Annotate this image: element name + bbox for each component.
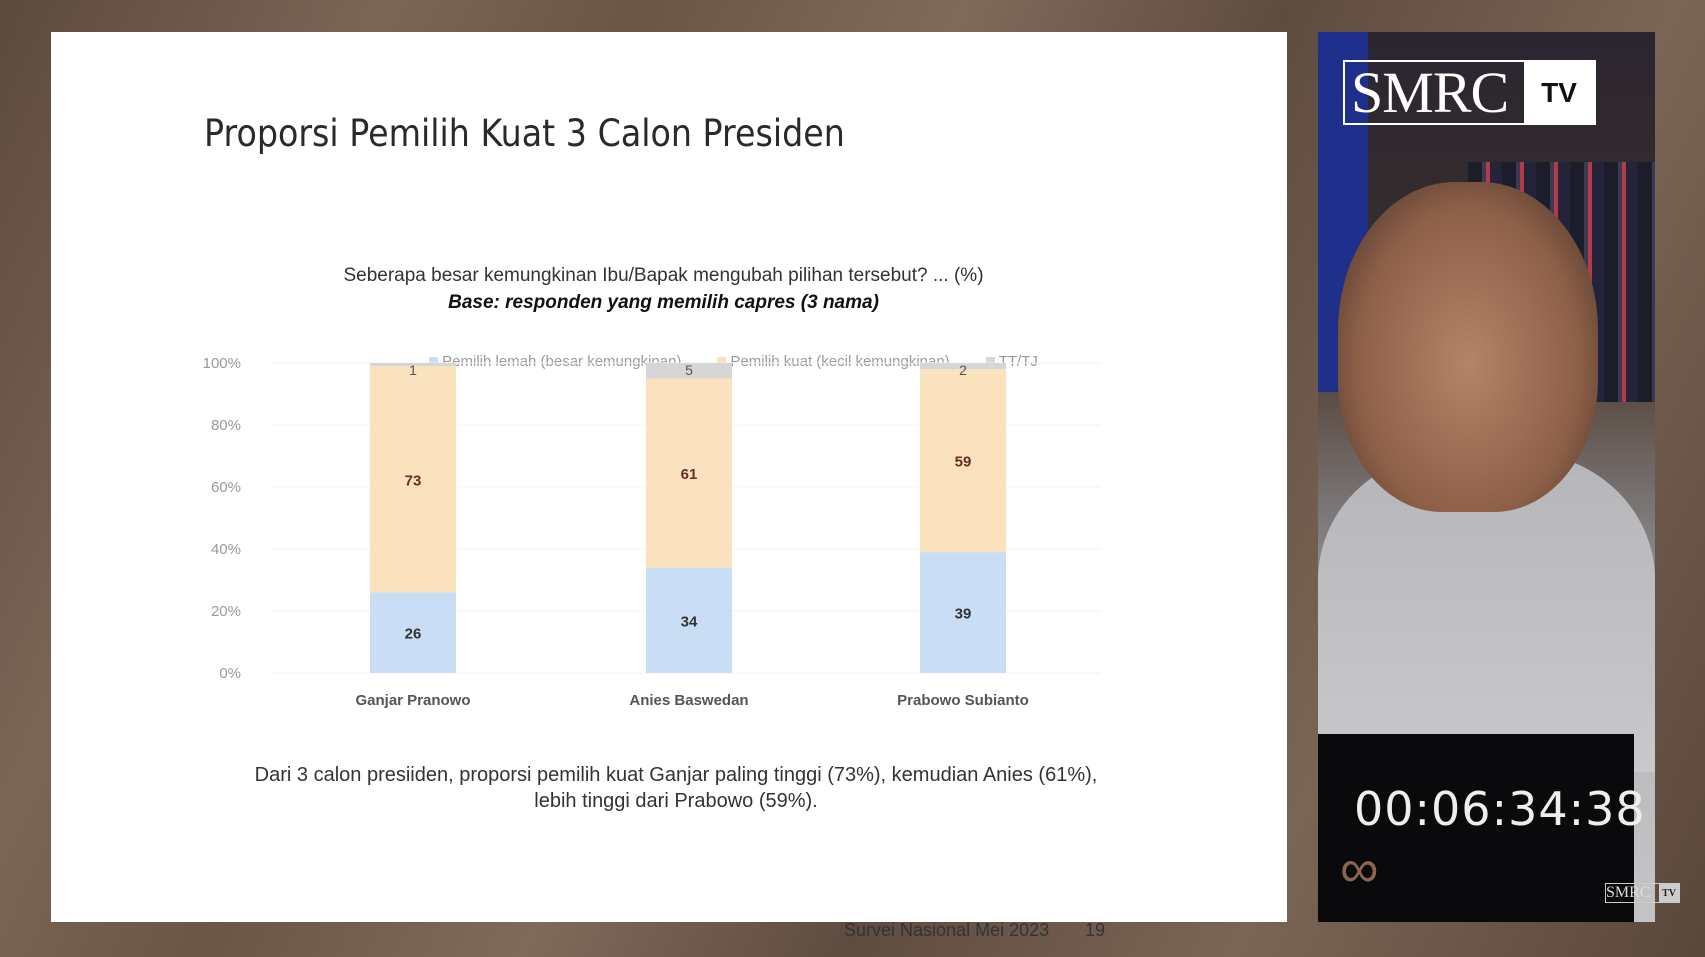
bar-segment	[920, 369, 1006, 553]
timer: 00:06:34:38	[1354, 782, 1646, 836]
bar-segment	[646, 378, 732, 568]
slide-title: Proporsi Pemilih Kuat 3 Calon Presiden	[204, 112, 845, 155]
stacked-bar-chart: 0% 20% 40% 60% 80% 100% 26 73 1 Ganjar Pranowo 34 6…	[203, 355, 1101, 709]
legend-item: Pemilih kuat (kecil kemungkinan)	[717, 353, 950, 370]
data-label: 73	[405, 472, 422, 489]
data-label: 26	[405, 626, 422, 643]
logo-text: SMRC	[1351, 59, 1509, 125]
category-label: Ganjar Pranowo	[355, 692, 470, 709]
y-tick-label: 100%	[203, 355, 241, 372]
legend-swatch	[985, 357, 995, 366]
bar-segment	[646, 363, 732, 379]
page-number: 19	[1085, 920, 1106, 940]
infinity-icon: ∞	[1340, 839, 1379, 899]
chart-question: Seberapa besar kemungkinan Ibu/Bapak men…	[343, 265, 984, 286]
y-tick-label: 60%	[211, 479, 241, 496]
bar-segment	[920, 363, 1006, 370]
legend-label: Pemilih lemah (besar kemungkinan)	[442, 353, 682, 370]
chart-legend: Pemilih lemah (besar kemungkinan) Pemili…	[51, 353, 1276, 370]
bar-segment	[920, 552, 1006, 673]
legend-label: TT/TJ	[998, 353, 1038, 370]
chart-note: Dari 3 calon presiiden, proporsi pemilih…	[254, 764, 1098, 786]
logo-badge: TV	[1524, 62, 1594, 123]
presenter-video: SMRC TV 00:06:34:38 ∞	[1318, 32, 1655, 922]
category-label: Prabowo Subianto	[897, 692, 1029, 709]
chart-base: Base: responden yang memilih capres (3 n…	[448, 292, 879, 313]
legend-swatch	[429, 357, 439, 366]
slide-footer: Survei Nasional Mei 2023	[844, 920, 1050, 940]
data-label: 61	[681, 466, 698, 483]
data-label: 5	[685, 362, 693, 378]
legend-label: Pemilih kuat (kecil kemungkinan)	[730, 353, 950, 370]
bar-segment	[370, 363, 456, 367]
data-label: 2	[959, 362, 967, 378]
bar-segment	[646, 567, 732, 673]
chart-note: lebih tinggi dari Prabowo (59%).	[534, 790, 818, 812]
data-label: 39	[955, 606, 972, 623]
smrc-watermark: SMRC TV	[1605, 883, 1680, 903]
data-label: 34	[681, 613, 698, 630]
y-tick-label: 20%	[211, 603, 241, 620]
legend-swatch	[717, 357, 727, 366]
smrc-tv-logo: SMRC TV	[1343, 60, 1596, 125]
category-label: Anies Baswedan	[629, 692, 748, 709]
data-label: 1	[409, 362, 417, 378]
y-tick-label: 80%	[211, 417, 241, 434]
watermark-badge: TV	[1659, 884, 1679, 902]
presenter-head	[1338, 182, 1598, 512]
y-tick-label: 40%	[211, 541, 241, 558]
presentation-slide: Proporsi Pemilih Kuat 3 Calon Presiden S…	[51, 32, 1287, 940]
bar-segment	[370, 592, 456, 673]
y-tick-label: 0%	[219, 665, 241, 682]
legend-item: TT/TJ	[985, 353, 1038, 370]
bar-segment	[370, 366, 456, 593]
watermark-text: SMRC	[1606, 884, 1651, 901]
timer-panel	[1318, 734, 1634, 922]
legend-item: Pemilih lemah (besar kemungkinan)	[429, 353, 681, 370]
data-label: 59	[955, 454, 972, 471]
